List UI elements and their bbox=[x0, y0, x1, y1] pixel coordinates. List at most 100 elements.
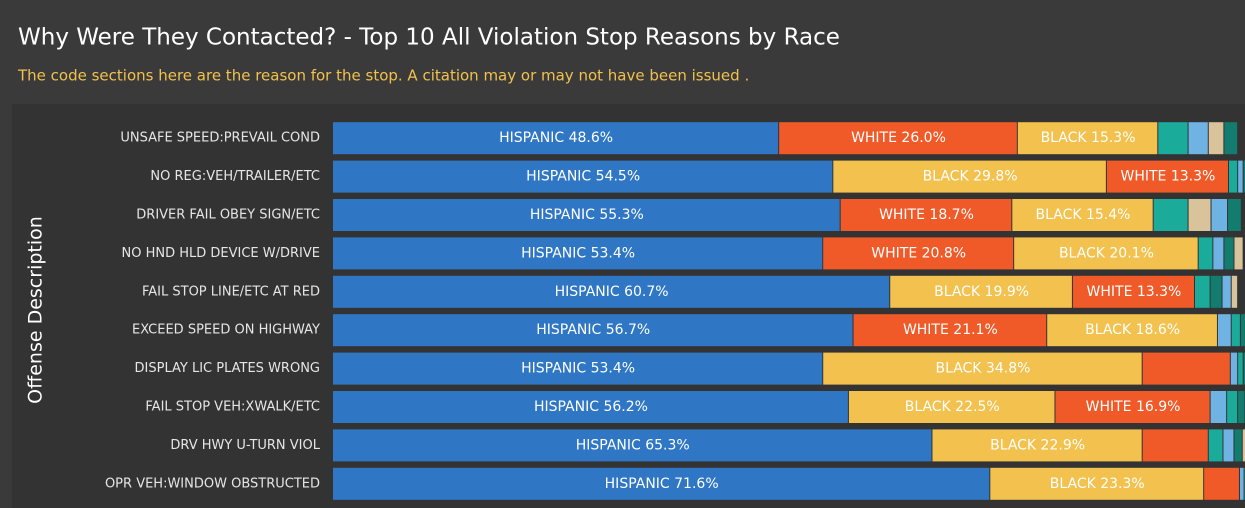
category-label: DRV HWY U-TURN VIOL bbox=[170, 438, 320, 453]
bar-segment bbox=[1012, 199, 1153, 231]
bar-segment bbox=[1211, 199, 1228, 231]
data-label: HISPANIC 53.4% bbox=[521, 361, 635, 377]
bar-segment bbox=[833, 160, 1106, 193]
bar-segment bbox=[1208, 429, 1223, 462]
bar-segment bbox=[1055, 391, 1210, 423]
bar-segment bbox=[1223, 429, 1234, 462]
bar-segment bbox=[1239, 467, 1244, 500]
bar-segment bbox=[333, 199, 840, 231]
bar-segment bbox=[1208, 122, 1224, 155]
bar-segment bbox=[1106, 160, 1228, 193]
bar-segment bbox=[1188, 199, 1211, 231]
bar-segment bbox=[333, 391, 848, 423]
data-label: BLACK 29.8% bbox=[923, 169, 1018, 185]
category-label: EXCEED SPEED ON HIGHWAY bbox=[132, 323, 320, 338]
bar-segment bbox=[1210, 275, 1222, 308]
bar-segment bbox=[1243, 352, 1245, 385]
data-label: HISPANIC 56.7% bbox=[536, 322, 650, 338]
bar-segment bbox=[333, 467, 990, 500]
bar-segment bbox=[1188, 122, 1208, 155]
bar-segment bbox=[1224, 237, 1234, 270]
data-label: HISPANIC 65.3% bbox=[576, 437, 690, 453]
data-label: WHITE 20.8% bbox=[871, 245, 966, 261]
data-label: BLACK 22.5% bbox=[905, 399, 1000, 415]
bar-segment bbox=[1195, 275, 1210, 308]
data-label: WHITE 26.0% bbox=[851, 130, 946, 146]
bar-segment bbox=[333, 275, 890, 308]
bar-segment bbox=[779, 122, 1017, 155]
data-label: BLACK 15.3% bbox=[1041, 130, 1136, 146]
bar-segment bbox=[1198, 237, 1213, 270]
bar-segment bbox=[333, 429, 932, 462]
category-label: FAIL STOP VEH:XWALK/ETC bbox=[145, 400, 320, 415]
data-label: WHITE 18.7% bbox=[879, 207, 974, 223]
bar-segment bbox=[890, 275, 1072, 308]
data-label: BLACK 22.9% bbox=[990, 437, 1085, 453]
category-label: OPR VEH:WINDOW OBSTRUCTED bbox=[105, 476, 320, 491]
data-label: HISPANIC 55.3% bbox=[530, 207, 644, 223]
bar-segment bbox=[333, 237, 823, 270]
data-label: BLACK 18.6% bbox=[1085, 322, 1180, 338]
bar-segment bbox=[1234, 237, 1243, 270]
data-label: BLACK 20.1% bbox=[1059, 245, 1154, 261]
bar-segment bbox=[1231, 275, 1238, 308]
bar-segment bbox=[932, 429, 1142, 462]
category-label: NO REG:VEH/TRAILER/ETC bbox=[150, 169, 320, 184]
category-label: DRIVER FAIL OBEY SIGN/ETC bbox=[136, 208, 320, 223]
y-axis-label: Offense Description bbox=[25, 216, 47, 404]
bar-segment bbox=[333, 122, 779, 155]
bar-segment bbox=[853, 314, 1047, 347]
bar-segment bbox=[823, 237, 1014, 270]
bar-segment bbox=[1234, 429, 1242, 462]
bar-segment bbox=[333, 160, 833, 193]
bar-segment bbox=[1222, 275, 1231, 308]
data-label: BLACK 15.4% bbox=[1036, 207, 1131, 223]
bar-segment bbox=[1227, 391, 1238, 423]
bar-segment bbox=[1017, 122, 1158, 155]
chart-title: Why Were They Contacted? - Top 10 All Vi… bbox=[18, 25, 840, 51]
bar-segment bbox=[1142, 429, 1208, 462]
data-label: HISPANIC 71.6% bbox=[605, 476, 719, 492]
bar-segment bbox=[1158, 122, 1188, 155]
data-label: WHITE 21.1% bbox=[903, 322, 998, 338]
bar-segment bbox=[1228, 199, 1241, 231]
data-label: WHITE 13.3% bbox=[1121, 169, 1216, 185]
bar-segment bbox=[990, 467, 1204, 500]
bar-segment bbox=[1224, 122, 1238, 155]
data-label: WHITE 16.9% bbox=[1086, 399, 1181, 415]
category-label: DISPLAY LIC PLATES WRONG bbox=[135, 361, 320, 376]
category-label: FAIL STOP LINE/ETC AT RED bbox=[142, 284, 320, 299]
bar-segment bbox=[1238, 391, 1245, 423]
bar-segment bbox=[1240, 314, 1245, 347]
bar-segment bbox=[333, 352, 823, 385]
data-label: HISPANIC 60.7% bbox=[555, 284, 669, 300]
data-label: HISPANIC 48.6% bbox=[499, 130, 613, 146]
bar-segment bbox=[333, 314, 853, 347]
bar-segment bbox=[1242, 429, 1245, 462]
bar-segment bbox=[1230, 352, 1238, 385]
category-label: UNSAFE SPEED:PREVAIL COND bbox=[120, 131, 320, 146]
bar-segment bbox=[1142, 352, 1230, 385]
bar-segment bbox=[840, 199, 1012, 231]
bar-segment bbox=[848, 391, 1055, 423]
bar-segment bbox=[1213, 237, 1224, 270]
data-label: HISPANIC 53.4% bbox=[521, 245, 635, 261]
bar-segment bbox=[1238, 160, 1243, 193]
data-label: BLACK 19.9% bbox=[934, 284, 1029, 300]
bar-segment bbox=[1217, 314, 1231, 347]
category-label: NO HND HLD DEVICE W/DRIVE bbox=[122, 246, 321, 261]
data-label: HISPANIC 54.5% bbox=[526, 169, 640, 185]
data-label: BLACK 34.8% bbox=[935, 361, 1030, 377]
bar-segment bbox=[1238, 352, 1243, 385]
bar-segment bbox=[1153, 199, 1188, 231]
bar-segment bbox=[1047, 314, 1217, 347]
bar-segment bbox=[1014, 237, 1198, 270]
data-label: HISPANIC 56.2% bbox=[534, 399, 648, 415]
bar-segment bbox=[1072, 275, 1195, 308]
bar-segment bbox=[1228, 160, 1238, 193]
data-label: WHITE 13.3% bbox=[1087, 284, 1182, 300]
bar-segment bbox=[1243, 160, 1245, 193]
chart-subtitle: The code sections here are the reason fo… bbox=[17, 67, 749, 85]
data-label: BLACK 23.3% bbox=[1050, 476, 1145, 492]
